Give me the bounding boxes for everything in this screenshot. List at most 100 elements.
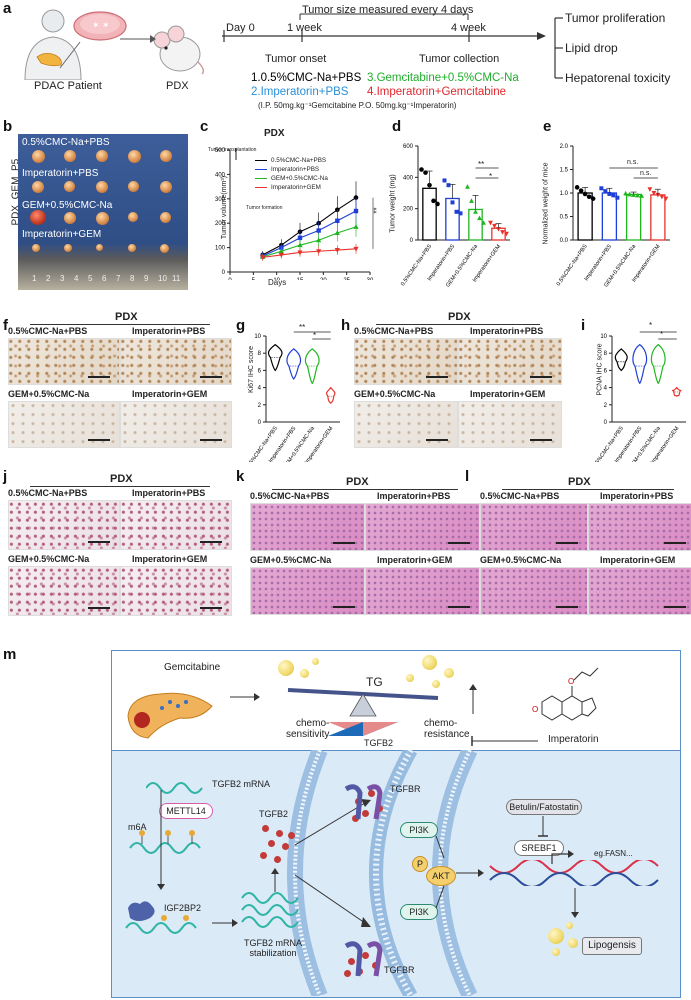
scale-bar [200, 607, 222, 609]
data-point [504, 231, 509, 237]
arrow-line-icon [59, 41, 81, 69]
y-tick-label: 0 [604, 420, 608, 426]
histology-title: PDX [115, 311, 138, 323]
igf2bp2-label: IGF2BP2 [164, 903, 202, 913]
data-point [607, 191, 612, 196]
legend-swatch [255, 169, 267, 171]
timeline-header: Tumor size measured every 4 days [302, 4, 474, 16]
diverging-arrows-icon [295, 799, 371, 927]
scale-bar [448, 606, 470, 608]
chart-d-sig2: * [489, 172, 493, 181]
violin [671, 386, 682, 398]
tumor-sample [96, 244, 103, 251]
histology-title: PDX [568, 476, 591, 488]
histology-cell-label: Imperatorin+GEM [132, 389, 208, 399]
tgfbr-bottom-icon [344, 941, 383, 977]
histology-cell-label: GEM+0.5%CMC-Na [8, 554, 90, 564]
ruler-tick: 6 [102, 274, 107, 283]
violin [286, 348, 302, 380]
scale-bar [664, 542, 686, 544]
chemo-resistance-label: chemo- resistance [424, 718, 470, 740]
panel-label-h: h [341, 317, 351, 334]
group-2: 2.Imperatorin+PBS [251, 86, 349, 98]
histology-image [458, 338, 562, 385]
category-label: 0.5%CMC-Na+PBS [556, 243, 589, 287]
tgfb2-dot [362, 952, 369, 959]
title-underline [272, 489, 458, 490]
ruler-tick: 1 [32, 274, 37, 283]
y-tick-label: 6 [604, 368, 608, 374]
tumor-sample [64, 150, 76, 162]
tgfb2-protein-label: TGFB2 [259, 809, 289, 819]
y-tick-label: 8 [604, 351, 608, 357]
dna-helix-icon [456, 860, 659, 886]
lipid-drop [300, 669, 309, 678]
panel-label-c: c [200, 118, 209, 135]
y-tick-label: 4 [258, 386, 262, 392]
ruler-tick: 5 [88, 274, 93, 283]
m6a-mrna-icon [129, 830, 201, 854]
data-point [442, 178, 447, 183]
srebf1-badge: SREBF1 [514, 840, 564, 856]
tg-label: TG [366, 675, 383, 689]
x-tick-label: 30 [367, 278, 374, 280]
data-point [458, 211, 463, 216]
y-tick-label: 1.0 [560, 191, 569, 197]
scale-bar [530, 439, 552, 441]
tumor-sample [96, 181, 108, 193]
histology-image [480, 567, 588, 615]
scale-bar [88, 607, 110, 609]
data-point [623, 190, 629, 196]
outcome-bracket [554, 17, 563, 79]
group-1: 1.0.5%CMC-Na+PBS [251, 72, 362, 84]
scale-bar [200, 439, 222, 441]
y-tick-label: 100 [215, 246, 226, 252]
bar [422, 187, 437, 241]
ruler-tick: 2 [46, 274, 51, 283]
tgfb2-dot [288, 832, 295, 839]
arrow-up-icon [469, 684, 477, 714]
data-point [651, 191, 657, 196]
data-point [492, 223, 497, 229]
data-point [586, 194, 592, 200]
panel-label-a: a [3, 0, 12, 17]
tumor-sample [160, 244, 169, 253]
data-point [465, 184, 470, 189]
scale-bar [333, 542, 355, 544]
chart-c-tumor-volume: 0510152025300100200300400500 [215, 148, 374, 280]
data-point [469, 198, 474, 203]
arrow-down-icon [571, 888, 579, 918]
scale-bar [556, 606, 578, 608]
photo-row-1: 0.5%CMC-Na+PBS [22, 137, 110, 148]
chart-c-anno-1: Tumor transplantation [208, 147, 257, 153]
y-tick-label: 200 [403, 207, 414, 213]
tumor-sample [96, 212, 109, 225]
lipogenesis-badge: Lipogensis [582, 937, 642, 955]
chart-i-sig2: * [660, 330, 664, 339]
y-tick-label: 6 [258, 368, 262, 374]
histology-cell-label: GEM+0.5%CMC-Na [480, 555, 562, 565]
histology-image [354, 401, 458, 448]
ruler-tick: 11 [172, 274, 181, 283]
lipid-drop [278, 660, 294, 676]
stabilization-label: TGFB2 mRNA stabilization [244, 938, 303, 958]
tgfb2-dot [260, 852, 267, 859]
pancreas-icon [127, 692, 213, 739]
ruler-tick: 9 [144, 274, 149, 283]
y-tick-label: 600 [403, 144, 414, 150]
scale-bar [426, 439, 448, 441]
svg-text:✶ ✶: ✶ ✶ [92, 20, 110, 30]
mrna-strand-icon [146, 782, 203, 794]
panel-label-l: l [465, 468, 470, 485]
histology-image [120, 500, 232, 550]
scale-bar [556, 542, 578, 544]
histology-title: PDX [448, 311, 471, 323]
chart-i-pcna: 02468100.5%CMC-Na+PBSImperatorin+PBSGEM+… [592, 331, 686, 462]
stabilized-mrna-icon [241, 892, 299, 928]
x-tick-label: 15 [297, 278, 304, 280]
y-tick-label: 400 [215, 172, 226, 178]
histology-cell-label: 0.5%CMC-Na+PBS [480, 491, 560, 501]
tumor-sample [128, 212, 138, 222]
bar [601, 192, 618, 241]
lipid-drop [548, 928, 564, 944]
